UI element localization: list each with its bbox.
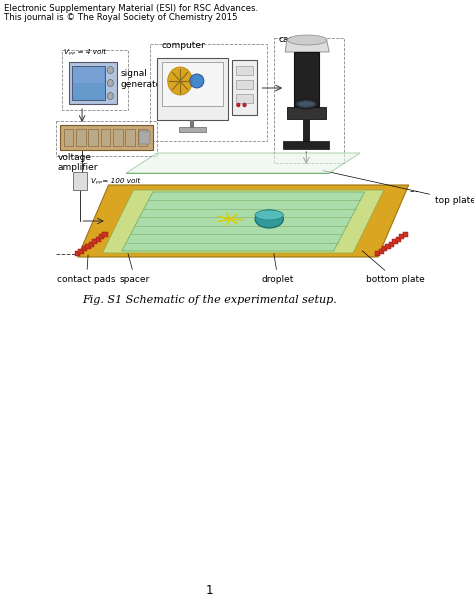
Text: This journal is © The Royal Society of Chemistry 2015: This journal is © The Royal Society of C…: [3, 13, 237, 22]
Bar: [283, 141, 329, 149]
Bar: [55, 121, 157, 156]
Bar: [113, 129, 123, 146]
Bar: [157, 58, 228, 120]
Text: Vₚₚ = 4 volt: Vₚₚ = 4 volt: [64, 49, 107, 55]
Bar: [179, 127, 206, 132]
Bar: [88, 129, 98, 146]
Text: Fig. S1 Schematic of the experimental setup.: Fig. S1 Schematic of the experimental se…: [82, 295, 337, 305]
Bar: [99, 234, 104, 239]
Bar: [89, 242, 94, 246]
Polygon shape: [122, 192, 365, 251]
Bar: [85, 244, 91, 249]
Bar: [75, 251, 80, 256]
Circle shape: [107, 93, 113, 99]
Bar: [78, 249, 84, 254]
Text: computer: computer: [162, 41, 205, 50]
Bar: [232, 60, 257, 115]
Ellipse shape: [255, 210, 283, 220]
Ellipse shape: [298, 101, 315, 107]
Ellipse shape: [190, 74, 204, 88]
Bar: [82, 246, 87, 251]
Bar: [69, 62, 118, 104]
Ellipse shape: [255, 210, 283, 228]
Text: 1: 1: [205, 584, 213, 597]
Bar: [64, 129, 73, 146]
Bar: [389, 242, 394, 246]
Bar: [162, 62, 223, 106]
Bar: [379, 249, 384, 254]
Bar: [100, 129, 110, 146]
Bar: [73, 172, 87, 190]
Bar: [139, 131, 150, 144]
Text: droplet: droplet: [262, 228, 294, 284]
Text: Vₚₚ= 100 volt: Vₚₚ= 100 volt: [91, 178, 140, 184]
Ellipse shape: [168, 67, 192, 95]
Bar: [150, 44, 266, 141]
Text: signal
generator: signal generator: [121, 69, 166, 89]
Bar: [399, 234, 404, 239]
Bar: [60, 125, 153, 150]
Bar: [392, 239, 398, 244]
Bar: [96, 237, 101, 242]
Circle shape: [107, 66, 113, 74]
Circle shape: [237, 103, 240, 107]
Polygon shape: [126, 153, 360, 173]
Text: top plate: top plate: [323, 170, 474, 205]
Bar: [73, 67, 104, 83]
Text: spacer: spacer: [120, 249, 150, 284]
Polygon shape: [102, 190, 384, 253]
Bar: [375, 251, 381, 256]
Bar: [236, 80, 253, 89]
Polygon shape: [285, 40, 329, 52]
Bar: [396, 237, 401, 242]
Bar: [102, 232, 108, 237]
Text: voltage
amplifier: voltage amplifier: [57, 153, 98, 172]
Bar: [402, 232, 408, 237]
Bar: [236, 94, 253, 103]
Polygon shape: [78, 185, 409, 257]
Ellipse shape: [295, 99, 318, 109]
Bar: [62, 50, 128, 110]
Bar: [73, 66, 105, 100]
Bar: [385, 244, 391, 249]
Bar: [92, 239, 98, 244]
Bar: [125, 129, 135, 146]
Ellipse shape: [287, 35, 327, 45]
Bar: [382, 246, 387, 251]
Bar: [236, 66, 253, 75]
Bar: [76, 129, 86, 146]
Text: Electronic Supplementary Material (ESI) for RSC Advances.: Electronic Supplementary Material (ESI) …: [3, 4, 258, 13]
Bar: [273, 38, 344, 163]
Text: camera: camera: [279, 35, 313, 44]
Bar: [287, 107, 326, 119]
Circle shape: [243, 103, 246, 107]
Circle shape: [107, 80, 113, 86]
Bar: [138, 129, 147, 146]
Text: bottom plate: bottom plate: [362, 251, 425, 284]
Text: contact pads: contact pads: [57, 255, 116, 284]
Bar: [294, 52, 319, 112]
